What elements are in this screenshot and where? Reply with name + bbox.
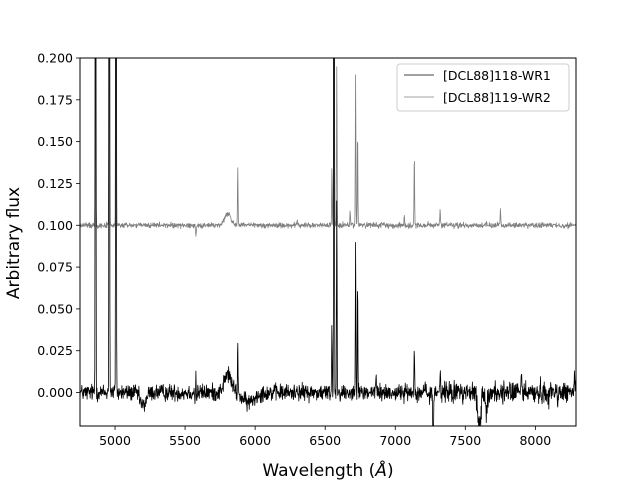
x-tick-label: 6500 bbox=[309, 433, 341, 448]
x-tick-label: 5000 bbox=[99, 433, 131, 448]
series-layer bbox=[80, 58, 576, 426]
legend-label-wr1: [DCL88]118-WR1 bbox=[443, 68, 551, 83]
y-tick-label: 0.050 bbox=[37, 301, 73, 316]
y-tick-label: 0.000 bbox=[37, 385, 73, 400]
x-tick-label: 5500 bbox=[169, 433, 201, 448]
y-tick-label: 0.075 bbox=[37, 260, 73, 275]
x-axis-label: Wavelength (Å) bbox=[262, 459, 393, 480]
x-axis-label-symbol: Å bbox=[374, 459, 387, 480]
legend: [DCL88]118-WR1 [DCL88]119-WR2 bbox=[396, 63, 570, 112]
y-tick-label: 0.200 bbox=[37, 51, 73, 66]
x-tick-label: 8000 bbox=[519, 433, 551, 448]
series-line-wr1 bbox=[80, 58, 576, 426]
legend-box bbox=[396, 63, 570, 112]
x-tick-label: 7500 bbox=[449, 433, 481, 448]
x-tick-label: 7000 bbox=[379, 433, 411, 448]
y-tick-label: 0.175 bbox=[37, 92, 73, 107]
legend-label-wr2: [DCL88]119-WR2 bbox=[443, 90, 551, 105]
x-tick-label: 6000 bbox=[239, 433, 271, 448]
y-axis-ticks: 0.000 0.025 0.050 0.075 0.100 0.125 0.150 0.175… bbox=[37, 51, 80, 400]
plot-background bbox=[80, 58, 576, 426]
x-axis-label-end: ) bbox=[387, 461, 394, 480]
y-tick-label: 0.125 bbox=[37, 176, 73, 191]
y-tick-label: 0.100 bbox=[37, 218, 73, 233]
y-tick-label: 0.150 bbox=[37, 134, 73, 149]
x-axis-label-main: Wavelength ( bbox=[262, 461, 375, 480]
plot-frame bbox=[79, 57, 577, 427]
series-line-wr2 bbox=[80, 58, 576, 237]
y-axis-label: Arbitrary flux bbox=[4, 187, 24, 299]
y-tick-label: 0.025 bbox=[37, 343, 73, 358]
x-axis-ticks: 5000 5500 6000 6500 7000 7500 8000 bbox=[99, 426, 551, 448]
